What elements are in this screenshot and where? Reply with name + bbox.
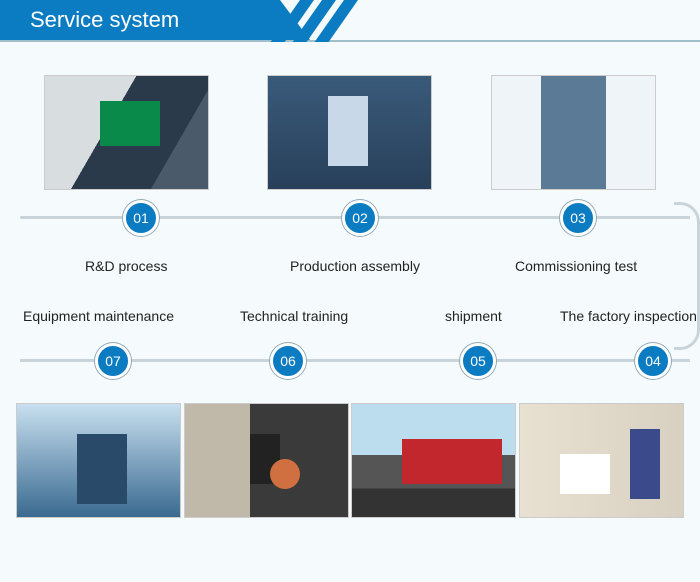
step-num: 04 [645, 353, 661, 369]
bottom-track: 07 06 05 04 [15, 343, 685, 393]
step-badge-03: 03 [560, 200, 596, 236]
step-badge-02: 02 [342, 200, 378, 236]
bottom-image-row [15, 403, 685, 518]
step-label-06: Technical training [240, 308, 348, 324]
step-badge-06: 06 [270, 343, 306, 379]
step-image-02 [267, 75, 432, 190]
step-image-07 [16, 403, 181, 518]
top-track: 01 02 03 [15, 200, 685, 250]
step-num: 06 [280, 353, 296, 369]
step-image-05 [351, 403, 516, 518]
step-image-01 [44, 75, 209, 190]
step-image-04 [519, 403, 684, 518]
step-badge-05: 05 [460, 343, 496, 379]
step-label-02: Production assembly [290, 258, 420, 274]
step-num: 03 [570, 210, 586, 226]
top-labels: R&D process Production assembly Commissi… [15, 258, 685, 288]
header-bar: Service system [0, 0, 280, 40]
page-title: Service system [30, 7, 179, 33]
step-label-03: Commissioning test [515, 258, 637, 274]
step-image-06 [184, 403, 349, 518]
step-badge-01: 01 [123, 200, 159, 236]
bottom-labels: Equipment maintenance Technical training… [15, 308, 685, 338]
header-underline [0, 40, 700, 42]
header: Service system [0, 0, 700, 55]
step-label-01: R&D process [85, 258, 167, 274]
step-num: 05 [470, 353, 486, 369]
step-num: 02 [352, 210, 368, 226]
content: 01 02 03 R&D process Production assembly… [0, 55, 700, 518]
track-curve [674, 202, 700, 350]
top-image-row [15, 75, 685, 190]
step-num: 07 [105, 353, 121, 369]
step-num: 01 [133, 210, 149, 226]
step-image-03 [491, 75, 656, 190]
step-label-07: Equipment maintenance [23, 308, 174, 324]
step-label-05: shipment [445, 308, 502, 324]
header-slashes [280, 0, 344, 42]
step-badge-04: 04 [635, 343, 671, 379]
step-badge-07: 07 [95, 343, 131, 379]
